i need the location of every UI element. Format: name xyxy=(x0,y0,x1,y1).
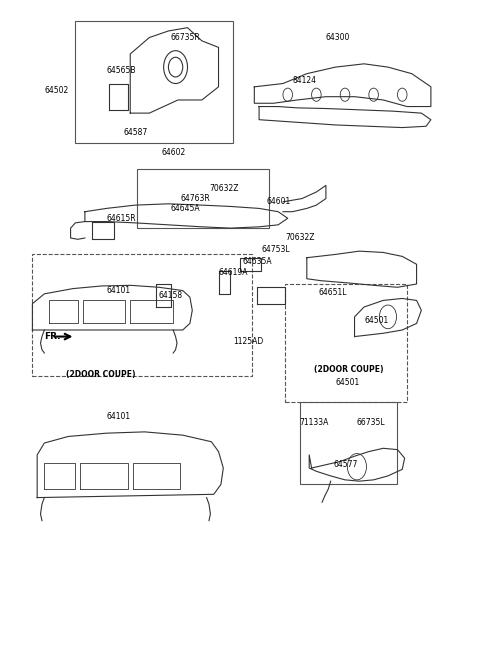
Text: 64763R: 64763R xyxy=(180,194,210,203)
Text: 64601: 64601 xyxy=(266,197,290,207)
Text: (2DOOR COUPE): (2DOOR COUPE) xyxy=(314,365,384,374)
Text: 64651L: 64651L xyxy=(319,288,347,297)
Text: 64602: 64602 xyxy=(161,148,185,157)
Text: FR.: FR. xyxy=(44,332,61,341)
Text: 64577: 64577 xyxy=(333,460,358,469)
Text: 64300: 64300 xyxy=(326,33,350,42)
Bar xyxy=(300,403,397,484)
Text: 66735R: 66735R xyxy=(171,33,201,42)
Text: 64619A: 64619A xyxy=(218,269,248,277)
Bar xyxy=(75,21,233,143)
Bar xyxy=(285,284,407,403)
Text: 70632Z: 70632Z xyxy=(285,234,315,242)
Text: 64565B: 64565B xyxy=(107,66,136,75)
Text: 64501: 64501 xyxy=(336,378,360,387)
Text: 70632Z: 70632Z xyxy=(209,184,239,193)
Bar xyxy=(33,254,252,376)
Text: 64158: 64158 xyxy=(159,290,183,300)
Text: 1125AD: 1125AD xyxy=(233,337,263,346)
Text: 64645A: 64645A xyxy=(171,204,201,213)
Text: 71133A: 71133A xyxy=(300,418,329,426)
Text: 64101: 64101 xyxy=(107,412,131,421)
Text: 64502: 64502 xyxy=(44,86,69,94)
Text: (2DOOR COUPE): (2DOOR COUPE) xyxy=(66,370,135,380)
Bar xyxy=(137,169,269,228)
Text: 64501: 64501 xyxy=(364,315,388,325)
Text: 64615R: 64615R xyxy=(107,214,136,223)
Text: 64101: 64101 xyxy=(107,286,131,295)
Text: 66735L: 66735L xyxy=(357,418,385,426)
Text: 64587: 64587 xyxy=(123,128,147,137)
Text: 64635A: 64635A xyxy=(242,257,272,266)
Text: 84124: 84124 xyxy=(292,76,316,84)
Text: 64753L: 64753L xyxy=(262,246,290,254)
